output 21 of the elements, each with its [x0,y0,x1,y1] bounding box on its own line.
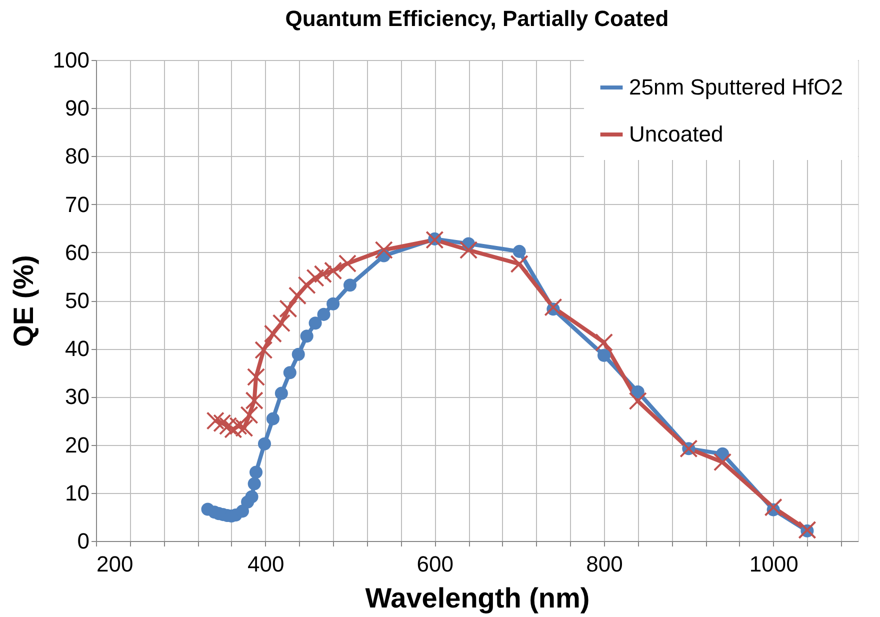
x-axis-title: Wavelength (nm) [365,582,590,614]
x-tick-label: 600 [416,552,454,576]
x-tick-label: 800 [586,552,623,576]
y-tick-label: 60 [65,240,90,265]
y-axis-title: QE (%) [8,255,39,347]
y-tick-label: 100 [52,48,90,72]
y-tick-label: 20 [65,432,90,458]
x-tick-label: 200 [96,552,134,576]
y-tick-label: 90 [65,96,90,121]
y-tick-label: 80 [65,144,90,169]
y-tick-label: 10 [65,480,90,506]
x-tick-label: 1000 [749,552,798,576]
y-tick-label: 0 [77,528,90,554]
x-tick-label: 400 [247,552,284,576]
y-tick-label: 30 [65,384,90,410]
legend-label: 25nm Sputtered HfO2 [629,74,844,100]
y-tick-label: 70 [65,192,90,217]
legend-label: Uncoated [629,122,724,146]
y-tick-label: 40 [65,336,90,362]
y-tick-label: 50 [65,288,90,313]
chart-title: Quantum Efficiency, Partially Coated [285,6,669,31]
